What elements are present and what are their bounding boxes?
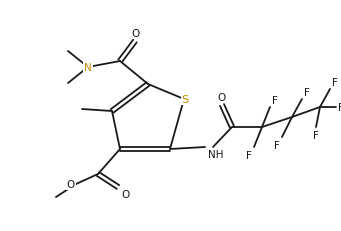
Text: S: S (181, 94, 189, 105)
Text: F: F (246, 150, 252, 160)
Text: F: F (332, 78, 338, 88)
Text: O: O (121, 189, 129, 199)
Text: O: O (67, 179, 75, 189)
Text: N: N (84, 63, 92, 73)
Text: NH: NH (208, 149, 223, 159)
Text: F: F (338, 103, 341, 112)
Text: F: F (272, 96, 278, 106)
Text: O: O (218, 93, 226, 103)
Text: F: F (304, 88, 310, 97)
Text: O: O (131, 29, 139, 39)
Text: F: F (313, 131, 319, 140)
Text: F: F (274, 140, 280, 150)
